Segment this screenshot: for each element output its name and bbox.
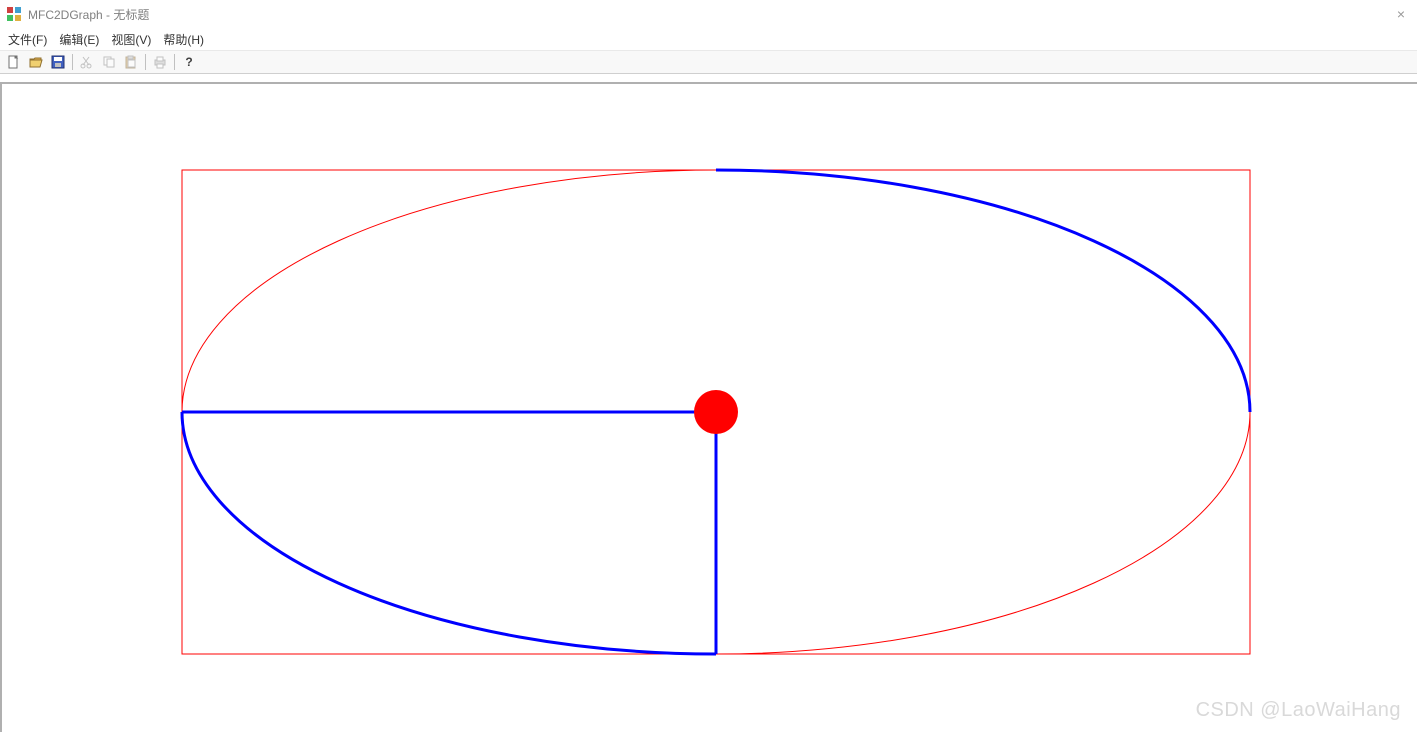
new-file-icon[interactable]	[4, 52, 24, 72]
menu-help[interactable]: 帮助(H)	[163, 31, 204, 48]
title-bar-left: MFC2DGraph - 无标题	[6, 6, 149, 23]
menu-view[interactable]: 视图(V)	[111, 31, 151, 48]
svg-text:?: ?	[185, 55, 192, 69]
drawing-canvas	[2, 84, 1417, 734]
open-file-icon[interactable]	[26, 52, 46, 72]
title-bar: MFC2DGraph - 无标题 ×	[0, 0, 1417, 28]
menu-edit[interactable]: 编辑(E)	[59, 31, 99, 48]
close-button[interactable]: ×	[1391, 6, 1411, 22]
print-icon	[150, 52, 170, 72]
menu-file[interactable]: 文件(F)	[8, 31, 47, 48]
window-title: MFC2DGraph - 无标题	[28, 6, 149, 23]
help-icon[interactable]: ?	[179, 52, 199, 72]
menu-bar: 文件(F) 编辑(E) 视图(V) 帮助(H)	[0, 28, 1417, 50]
toolbar-separator	[174, 54, 175, 70]
toolbar-separator	[72, 54, 73, 70]
client-area	[0, 82, 1417, 732]
paste-icon	[121, 52, 141, 72]
cut-icon	[77, 52, 97, 72]
app-icon	[6, 6, 22, 22]
copy-icon	[99, 52, 119, 72]
toolbar-separator	[145, 54, 146, 70]
save-file-icon[interactable]	[48, 52, 68, 72]
toolbar: ?	[0, 50, 1417, 74]
